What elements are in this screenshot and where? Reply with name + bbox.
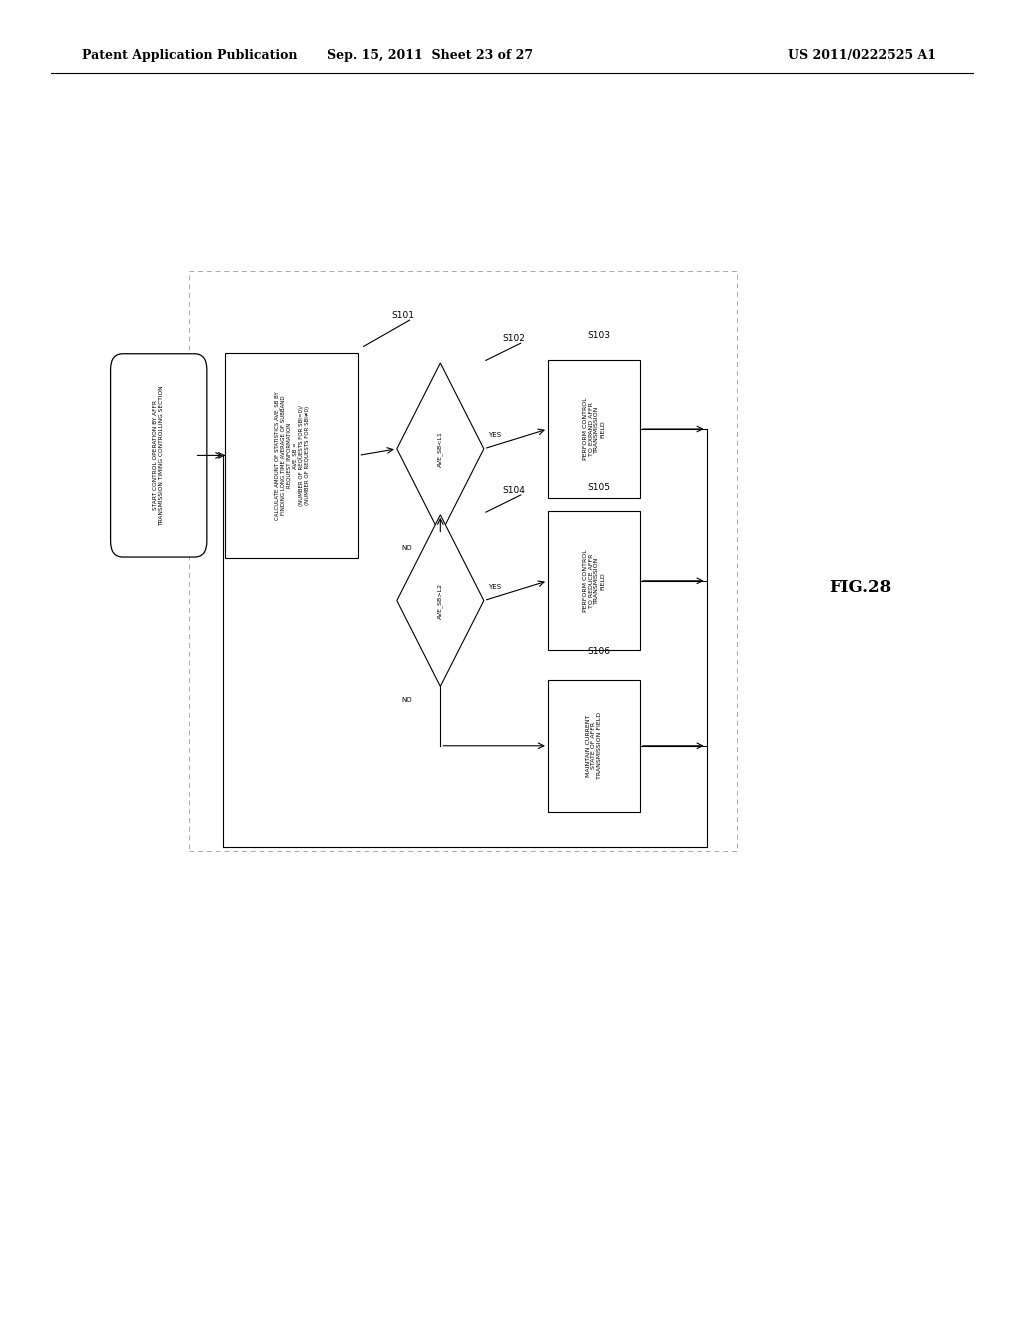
Text: MAINTAIN CURRENT
STATE OF AFFR
TRANSMISSION FIELD: MAINTAIN CURRENT STATE OF AFFR TRANSMISS… bbox=[586, 713, 602, 779]
Text: S101: S101 bbox=[392, 312, 415, 319]
Text: FIG.28: FIG.28 bbox=[829, 579, 891, 595]
Bar bbox=[548, 680, 640, 812]
Polygon shape bbox=[397, 363, 483, 535]
Bar bbox=[225, 352, 358, 557]
Text: US 2011/0222525 A1: US 2011/0222525 A1 bbox=[788, 49, 937, 62]
Polygon shape bbox=[397, 515, 483, 686]
Bar bbox=[548, 360, 640, 498]
Text: AVE_SB<L1: AVE_SB<L1 bbox=[437, 430, 443, 467]
Text: S106: S106 bbox=[588, 647, 610, 656]
FancyBboxPatch shape bbox=[111, 354, 207, 557]
Text: Sep. 15, 2011  Sheet 23 of 27: Sep. 15, 2011 Sheet 23 of 27 bbox=[327, 49, 534, 62]
Text: S102: S102 bbox=[502, 334, 524, 343]
Text: PERFORM CONTROL
TO REDUCE AFFR
TRANSMISSION
FIELD: PERFORM CONTROL TO REDUCE AFFR TRANSMISS… bbox=[583, 549, 605, 612]
Text: START CONTROL OPERATION BY AFFR
TRANSMISSION TIMING CONTROLLING SECTION: START CONTROL OPERATION BY AFFR TRANSMIS… bbox=[154, 385, 164, 525]
Text: Patent Application Publication: Patent Application Publication bbox=[82, 49, 297, 62]
Text: PERFORM CONTROL
TO EXPAND AFFR
TRANSMISSION
FIELD: PERFORM CONTROL TO EXPAND AFFR TRANSMISS… bbox=[583, 397, 605, 461]
Text: YES: YES bbox=[487, 432, 501, 438]
Text: YES: YES bbox=[487, 583, 501, 590]
Text: CALCULATE AMOUNT OF STATISTICS AVE_SB BY
FINDING LONG TIME AVERAGE OF SUBBAND
RE: CALCULATE AMOUNT OF STATISTICS AVE_SB BY… bbox=[274, 391, 309, 520]
Text: NO: NO bbox=[401, 545, 412, 552]
Text: S105: S105 bbox=[588, 483, 610, 491]
Bar bbox=[548, 511, 640, 649]
Text: NO: NO bbox=[401, 697, 412, 704]
Text: S103: S103 bbox=[588, 331, 610, 339]
Text: AVE_SB>L2: AVE_SB>L2 bbox=[437, 582, 443, 619]
Bar bbox=[189, 271, 737, 851]
Text: S104: S104 bbox=[502, 486, 524, 495]
